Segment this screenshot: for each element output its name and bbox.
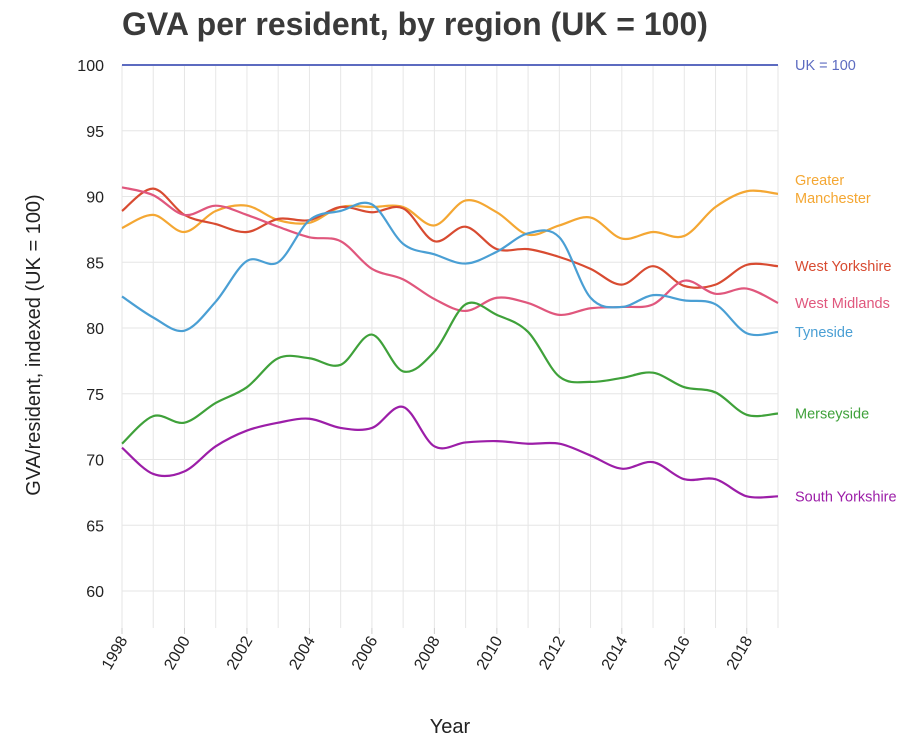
series-line-merseyside bbox=[121, 301, 779, 445]
series-label-line: Greater bbox=[795, 173, 844, 189]
series-label-line: Manchester bbox=[795, 191, 871, 207]
x-axis-title: Year bbox=[430, 716, 471, 738]
y-axis-title: GVA/resident, indexed (UK = 100) bbox=[23, 194, 45, 495]
x-axis-ticks: 1998 2000 2002 2004 2006 2008 2010 2012 2014 2016… bbox=[99, 628, 756, 673]
y-tick-label: 60 bbox=[86, 584, 104, 601]
series-label-tyneside: Tyneside bbox=[795, 325, 853, 341]
x-tick-label: 2016 bbox=[661, 633, 694, 672]
x-tick-label: 2018 bbox=[724, 633, 757, 672]
series-labels: Greater Manchester West Yorkshire West Midl… bbox=[795, 173, 897, 505]
y-tick-label: 95 bbox=[86, 124, 104, 141]
y-tick-label: 90 bbox=[86, 190, 104, 207]
grid bbox=[121, 65, 779, 628]
x-tick-label: 2008 bbox=[411, 633, 444, 672]
y-tick-label: 70 bbox=[86, 453, 104, 470]
series-label-line: West Midlands bbox=[795, 296, 890, 312]
y-tick-label: 85 bbox=[86, 255, 104, 272]
y-tick-label: 100 bbox=[77, 58, 104, 75]
series-label-line: Merseyside bbox=[795, 406, 869, 422]
series-label-south-yorkshire: South Yorkshire bbox=[795, 489, 897, 505]
x-tick-label: 2014 bbox=[599, 633, 632, 672]
series-label-line: West Yorkshire bbox=[795, 259, 891, 275]
series-label-merseyside: Merseyside bbox=[795, 406, 869, 422]
x-tick-label: 2006 bbox=[349, 633, 382, 672]
y-tick-label: 65 bbox=[86, 518, 104, 535]
series-line-tyneside bbox=[121, 201, 779, 337]
chart-title: GVA per resident, by region (UK = 100) bbox=[122, 6, 708, 42]
y-tick-label: 80 bbox=[86, 321, 104, 338]
series-line-west-midlands bbox=[121, 186, 779, 316]
x-tick-label: 2000 bbox=[161, 633, 194, 672]
series-lines bbox=[121, 186, 779, 499]
series-label-west-midlands: West Midlands bbox=[795, 296, 890, 312]
y-tick-label: 75 bbox=[86, 387, 104, 404]
y-axis-ticks: 60 65 70 75 80 85 90 95 100 bbox=[77, 58, 104, 601]
x-tick-label: 2002 bbox=[224, 633, 257, 672]
series-label-greater-manchester: Greater Manchester bbox=[795, 173, 871, 207]
reference-line-label: UK = 100 bbox=[795, 58, 856, 74]
reference-line-group: UK = 100 bbox=[122, 58, 856, 74]
x-tick-label: 2004 bbox=[286, 633, 319, 672]
series-label-line: Tyneside bbox=[795, 325, 853, 341]
x-tick-label: 2012 bbox=[536, 633, 569, 672]
series-line-west-yorkshire bbox=[121, 187, 779, 289]
x-tick-label: 1998 bbox=[99, 633, 132, 672]
series-label-west-yorkshire: West Yorkshire bbox=[795, 259, 891, 275]
series-line-greater-manchester bbox=[121, 189, 779, 241]
series-label-line: South Yorkshire bbox=[795, 489, 897, 505]
series-line-south-yorkshire bbox=[121, 405, 779, 499]
x-tick-label: 2010 bbox=[474, 633, 507, 672]
